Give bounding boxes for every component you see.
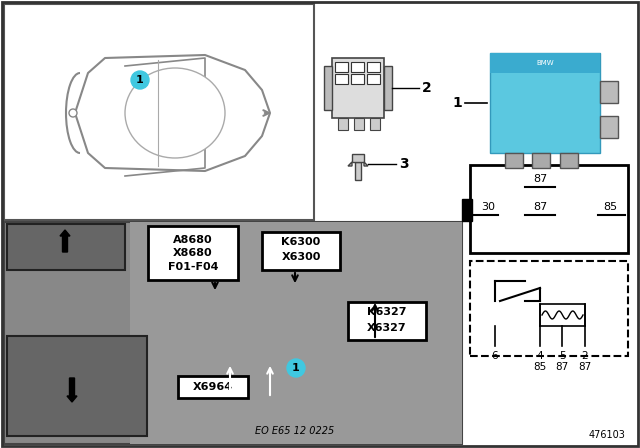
- Text: 6: 6: [492, 351, 499, 361]
- Text: 87: 87: [556, 362, 568, 372]
- Bar: [332, 58, 384, 118]
- Bar: [462, 199, 472, 221]
- Bar: [505, 153, 523, 168]
- Text: 85: 85: [533, 362, 547, 372]
- Bar: [351, 74, 364, 84]
- Bar: [178, 376, 248, 398]
- Text: 5: 5: [559, 351, 565, 361]
- Bar: [560, 153, 578, 168]
- Text: X6327: X6327: [367, 323, 407, 333]
- Text: X6300: X6300: [282, 252, 321, 262]
- Bar: [351, 62, 364, 72]
- Ellipse shape: [125, 68, 225, 158]
- Text: K6327: K6327: [367, 307, 407, 317]
- Text: 3: 3: [399, 157, 408, 171]
- Bar: [600, 116, 618, 138]
- Text: 2: 2: [422, 81, 432, 95]
- Bar: [335, 74, 348, 84]
- FancyArrow shape: [67, 378, 77, 402]
- Text: A8680: A8680: [173, 235, 213, 245]
- Text: 476103: 476103: [588, 430, 625, 440]
- Text: 30: 30: [481, 202, 495, 212]
- Bar: [470, 261, 628, 356]
- Circle shape: [287, 359, 305, 377]
- Bar: [600, 81, 618, 103]
- Bar: [4, 222, 462, 444]
- Bar: [7, 224, 125, 270]
- Circle shape: [131, 71, 149, 89]
- Bar: [470, 165, 628, 253]
- Text: BMW: BMW: [536, 60, 554, 66]
- FancyArrow shape: [60, 230, 70, 252]
- Bar: [352, 154, 364, 162]
- Bar: [367, 62, 380, 72]
- Text: 85: 85: [603, 202, 617, 212]
- Bar: [384, 66, 392, 110]
- Bar: [262, 232, 340, 270]
- Bar: [355, 162, 361, 180]
- Text: X6964: X6964: [193, 382, 233, 392]
- Bar: [348, 302, 426, 340]
- Bar: [367, 74, 380, 84]
- Bar: [370, 118, 380, 130]
- Bar: [532, 153, 550, 168]
- Text: 1: 1: [292, 363, 300, 373]
- Bar: [130, 222, 462, 444]
- Text: 87: 87: [579, 362, 591, 372]
- Bar: [354, 118, 364, 130]
- Bar: [490, 53, 600, 73]
- Bar: [335, 62, 348, 72]
- Circle shape: [69, 109, 77, 117]
- Text: EO E65 12 0225: EO E65 12 0225: [255, 426, 335, 436]
- Bar: [148, 226, 238, 280]
- Bar: [7, 336, 147, 436]
- Text: F01-F04: F01-F04: [168, 262, 218, 272]
- Text: 1: 1: [136, 75, 144, 85]
- Text: 2: 2: [582, 351, 588, 361]
- Text: 1: 1: [452, 96, 462, 110]
- Bar: [324, 66, 332, 110]
- Text: 87: 87: [533, 202, 547, 212]
- Polygon shape: [348, 162, 352, 166]
- Bar: [338, 118, 348, 130]
- Text: 87: 87: [533, 174, 547, 184]
- Text: 4: 4: [537, 351, 543, 361]
- Bar: [4, 4, 314, 220]
- Text: K6300: K6300: [282, 237, 321, 247]
- Bar: [540, 304, 585, 326]
- Text: X8680: X8680: [173, 248, 213, 258]
- Bar: [490, 53, 600, 153]
- Polygon shape: [364, 162, 368, 166]
